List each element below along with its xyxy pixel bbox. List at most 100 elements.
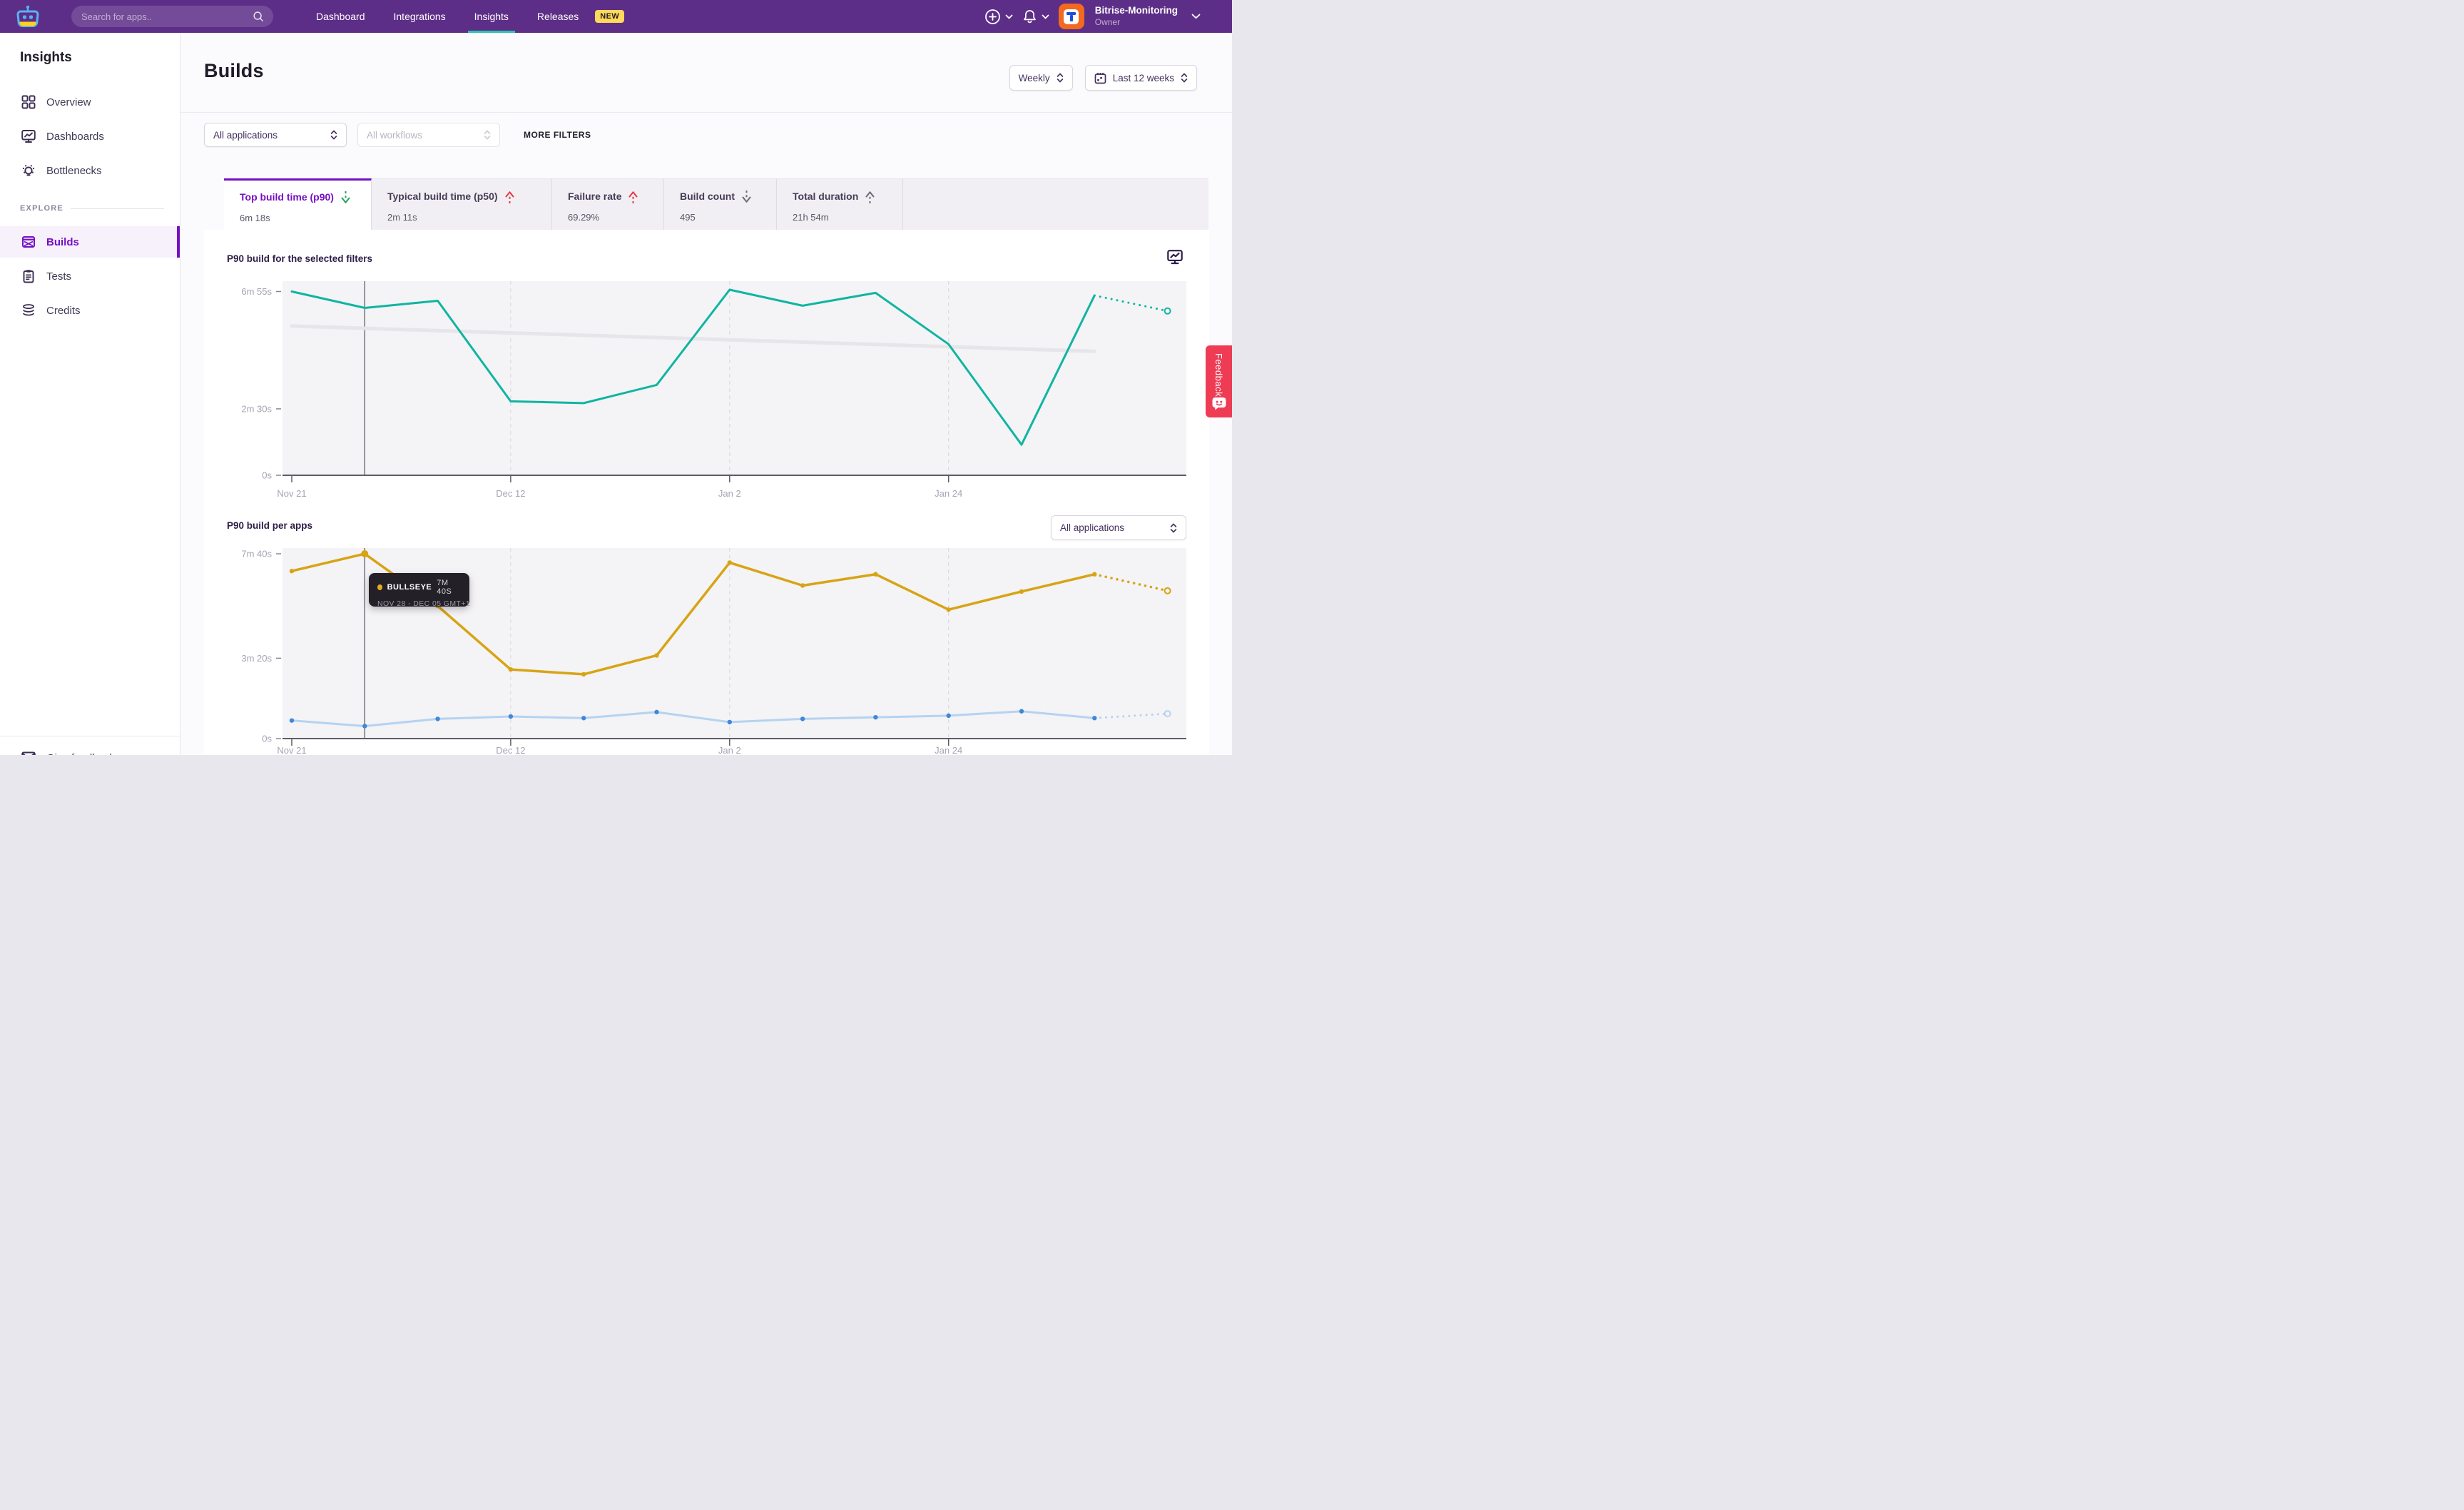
select-updown-icon <box>1057 73 1063 83</box>
nav-link-dashboard[interactable]: Dashboard <box>316 11 365 22</box>
tab-label: Total duration <box>793 191 859 202</box>
date-range-value: Last 12 weeks <box>1112 72 1174 83</box>
tab-build-count[interactable]: Build count 495 <box>664 179 777 230</box>
chart-type-icon[interactable] <box>1167 249 1183 265</box>
sidebar: Insights Overview Dashboards <box>0 33 180 755</box>
chart2-applications-select[interactable]: All applications <box>1051 515 1186 540</box>
tooltip-app-name: BULLSEYE <box>387 583 432 592</box>
page-title: Builds <box>204 60 264 81</box>
chart2-title: P90 build per apps <box>227 520 313 531</box>
sidebar-item-dashboards[interactable]: Dashboards <box>0 121 180 152</box>
tab-label: Failure rate <box>568 191 622 202</box>
envelope-icon <box>21 751 36 755</box>
sidebar-item-label: Bottlenecks <box>46 164 102 177</box>
nav-link-releases[interactable]: Releases <box>536 11 579 22</box>
more-filters-button[interactable]: MORE FILTERS <box>524 130 591 140</box>
chevron-down-icon <box>1005 14 1013 19</box>
feedback-robot-icon <box>1212 397 1226 410</box>
tab-value: 21h 54m <box>793 212 829 223</box>
sidebar-item-label: Tests <box>46 270 72 283</box>
give-feedback-link[interactable]: Give feedback <box>0 742 180 755</box>
sidebar-item-overview[interactable]: Overview <box>0 86 180 118</box>
charts-card <box>204 230 1209 755</box>
bitrise-logo-icon[interactable] <box>14 5 41 29</box>
explore-section-label: EXPLORE <box>20 204 164 213</box>
select-updown-icon <box>484 130 491 140</box>
calendar-icon <box>1094 72 1106 83</box>
tab-label: Typical build time (p50) <box>387 191 498 202</box>
chart2-applications-value: All applications <box>1060 522 1125 533</box>
clipboard-icon <box>23 270 34 283</box>
sidebar-item-label: Builds <box>46 235 79 248</box>
select-updown-icon <box>1181 73 1188 83</box>
feedback-label: Feedback <box>1213 353 1224 397</box>
workspace-avatar[interactable] <box>1058 4 1084 29</box>
period-select-value: Weekly <box>1018 72 1050 83</box>
search-field[interactable] <box>71 6 273 27</box>
tab-value: 69.29% <box>568 212 600 223</box>
metric-tabs: Top build time (p90) 6m 18s Typical buil… <box>224 178 1208 230</box>
bell-icon <box>1023 10 1036 24</box>
sidebar-item-builds[interactable]: Builds <box>0 226 180 258</box>
tab-value: 495 <box>680 212 696 223</box>
tab-value: 2m 11s <box>387 212 417 223</box>
select-updown-icon <box>1170 523 1177 532</box>
workspace-name: Bitrise-Monitoring <box>1094 5 1178 16</box>
add-new-button[interactable] <box>984 9 1013 25</box>
nav-link-integrations[interactable]: Integrations <box>393 11 446 22</box>
tab-top-build-time[interactable]: Top build time (p90) 6m 18s <box>224 178 372 230</box>
applications-filter-value: All applications <box>213 129 278 141</box>
notifications-button[interactable] <box>1022 9 1049 24</box>
tab-value: 6m 18s <box>240 213 270 223</box>
builds-icon <box>22 236 35 248</box>
select-updown-icon <box>330 130 337 140</box>
trend-arrow-icon <box>742 189 751 208</box>
nav-right: Bitrise-Monitoring Owner <box>984 0 1201 33</box>
sidebar-item-credits[interactable]: Credits <box>0 295 180 326</box>
tooltip-date-range: NOV 28 - DEC 05 GMT+1 <box>377 599 471 608</box>
trend-arrow-icon <box>341 190 350 209</box>
sidebar-title: Insights <box>20 50 72 65</box>
primary-nav: Dashboard Integrations Insights Releases… <box>308 0 625 33</box>
main-content: Builds Weekly Last 12 weeks <box>180 33 1232 755</box>
workflows-filter-select: All workflows <box>357 123 500 147</box>
trend-arrow-icon <box>505 189 514 208</box>
nav-link-insights[interactable]: Insights <box>467 0 516 33</box>
tooltip-value: 7M 40S <box>437 579 452 596</box>
account-info[interactable]: Bitrise-Monitoring Owner <box>1095 5 1178 28</box>
tooltip-series-dot <box>377 584 382 590</box>
sidebar-item-bottlenecks[interactable]: Bottlenecks <box>0 155 180 186</box>
plus-circle-icon <box>984 9 1000 24</box>
period-select[interactable]: Weekly <box>1009 65 1073 91</box>
search-input[interactable] <box>81 11 252 22</box>
coins-stack-icon <box>23 304 34 316</box>
chart1-title: P90 build for the selected filters <box>227 253 373 264</box>
chart-tooltip: BULLSEYE 7M 40S NOV 28 - DEC 05 GMT+1 <box>369 573 471 608</box>
top-nav: Dashboard Integrations Insights Releases… <box>0 0 1232 33</box>
workspace-role: Owner <box>1094 16 1121 27</box>
search-icon <box>253 11 264 22</box>
tab-total-duration[interactable]: Total duration 21h 54m <box>777 179 903 230</box>
chevron-down-icon[interactable] <box>1191 14 1201 19</box>
header-divider <box>180 112 1232 113</box>
trend-arrow-icon <box>865 189 875 208</box>
chevron-down-icon <box>1042 14 1049 19</box>
new-badge: NEW <box>595 10 625 23</box>
sidebar-item-label: Dashboards <box>46 130 104 143</box>
bitrise-insights-page: Dashboard Integrations Insights Releases… <box>0 0 1232 755</box>
monitor-chart-icon <box>21 130 36 143</box>
date-range-select[interactable]: Last 12 weeks <box>1084 65 1197 91</box>
feedback-tab[interactable]: Feedback <box>1206 345 1232 417</box>
tab-label: Top build time (p90) <box>240 191 334 203</box>
sidebar-item-label: Overview <box>46 96 91 108</box>
overview-grid-icon <box>21 95 36 109</box>
lightbulb-icon <box>22 165 35 176</box>
tab-failure-rate[interactable]: Failure rate 69.29% <box>552 179 664 230</box>
tabstrip-filler <box>903 179 1208 230</box>
give-feedback-label: Give feedback <box>46 752 115 756</box>
workflows-filter-value: All workflows <box>367 129 423 141</box>
tab-typical-build-time[interactable]: Typical build time (p50) 2m 11s <box>372 179 552 230</box>
trend-arrow-icon <box>628 189 638 208</box>
sidebar-item-tests[interactable]: Tests <box>0 260 180 292</box>
applications-filter-select[interactable]: All applications <box>204 123 347 147</box>
